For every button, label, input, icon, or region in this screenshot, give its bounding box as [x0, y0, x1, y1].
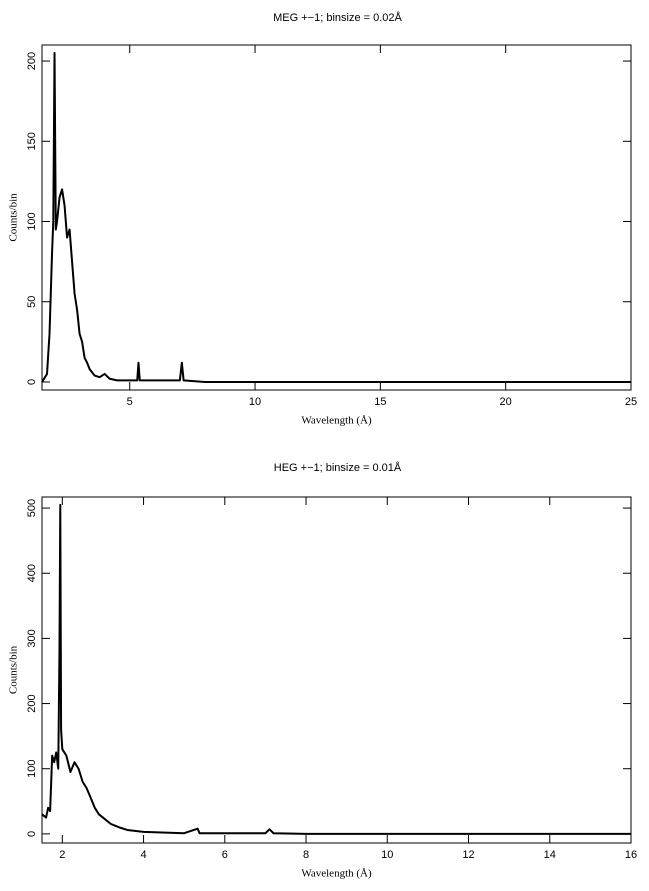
chart-title: HEG +−1; binsize = 0.01Å: [274, 461, 402, 474]
y-tick-label: 400: [26, 564, 38, 582]
y-tick-label: 500: [26, 499, 38, 517]
x-axis-label: Wavelength (Å): [301, 415, 372, 427]
y-tick-label: 200: [26, 52, 38, 70]
y-axis-label: Counts/bin: [8, 645, 20, 694]
y-tick-label: 100: [26, 212, 38, 230]
y-tick-label: 50: [26, 296, 38, 308]
x-axis-label: Wavelength (Å): [301, 868, 372, 880]
x-tick-label: 10: [381, 849, 393, 861]
x-tick-label: 15: [374, 396, 386, 408]
plot-frame: [41, 44, 632, 391]
x-tick-label: 6: [222, 849, 228, 861]
spectrum-line: [41, 503, 631, 835]
x-tick-label: 12: [462, 849, 474, 861]
x-tick-label: 8: [303, 849, 309, 861]
y-tick-label: 300: [26, 629, 38, 647]
y-axis-label: Counts/bin: [8, 193, 20, 242]
y-tick-label: 0: [26, 379, 38, 385]
x-tick-label: 2: [59, 849, 65, 861]
plot-frame: [41, 496, 632, 844]
x-tick-label: 25: [625, 396, 637, 408]
x-tick-label: 5: [127, 396, 133, 408]
x-tick-label: 20: [500, 396, 512, 408]
spectrum-line: [41, 52, 631, 383]
x-tick-label: 10: [249, 396, 261, 408]
x-tick-label: 16: [625, 849, 637, 861]
x-tick-label: 14: [544, 849, 556, 861]
y-tick-label: 100: [26, 760, 38, 778]
x-tick-label: 4: [140, 849, 146, 861]
y-tick-label: 150: [26, 132, 38, 150]
y-tick-label: 200: [26, 694, 38, 712]
y-tick-label: 0: [26, 831, 38, 837]
chart-title: MEG +−1; binsize = 0.02Å: [273, 11, 402, 24]
